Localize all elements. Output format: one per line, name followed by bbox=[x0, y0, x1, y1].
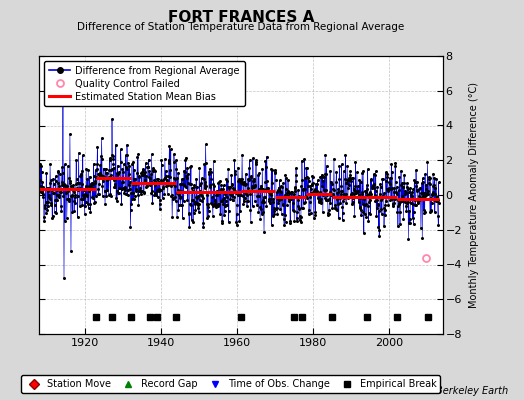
Text: Difference of Station Temperature Data from Regional Average: Difference of Station Temperature Data f… bbox=[78, 22, 405, 32]
Legend: Difference from Regional Average, Quality Control Failed, Estimated Station Mean: Difference from Regional Average, Qualit… bbox=[44, 61, 245, 106]
Y-axis label: Monthly Temperature Anomaly Difference (°C): Monthly Temperature Anomaly Difference (… bbox=[469, 82, 479, 308]
Text: FORT FRANCES A: FORT FRANCES A bbox=[168, 10, 314, 25]
Text: Berkeley Earth: Berkeley Earth bbox=[436, 386, 508, 396]
Legend: Station Move, Record Gap, Time of Obs. Change, Empirical Break: Station Move, Record Gap, Time of Obs. C… bbox=[20, 375, 440, 393]
